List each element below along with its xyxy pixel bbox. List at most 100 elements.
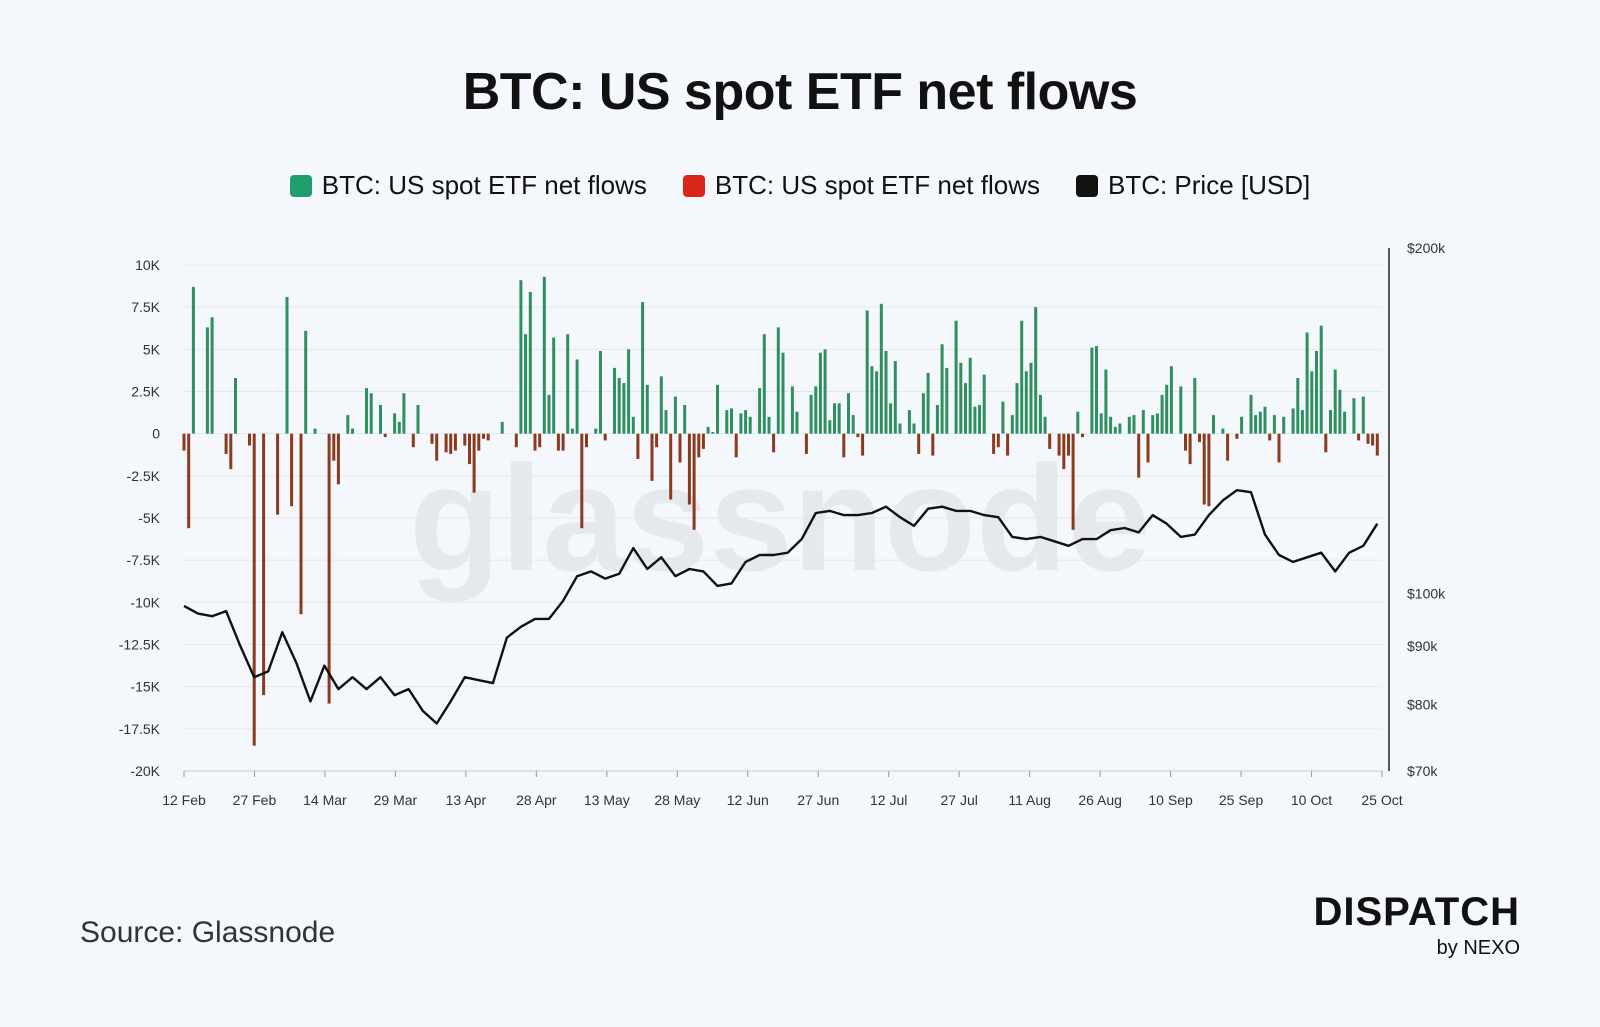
flow-bar — [627, 349, 631, 434]
source-note: Source: Glassnode — [80, 916, 336, 949]
flow-bar — [861, 433, 865, 456]
flow-bar — [884, 351, 888, 434]
flow-bar — [327, 433, 331, 704]
x-tick-label: 27 Feb — [233, 792, 277, 808]
flow-bar — [912, 423, 916, 434]
flow-bar — [697, 433, 701, 458]
flow-bar — [463, 433, 467, 446]
flow-bar — [453, 433, 457, 451]
x-tick-label: 25 Sep — [1219, 792, 1264, 808]
flow-bar — [907, 410, 911, 434]
flow-bar — [332, 433, 336, 461]
flow-bar — [1254, 415, 1258, 434]
flow-bar — [1338, 389, 1342, 434]
flow-bar — [940, 344, 944, 434]
flow-bar — [1020, 320, 1024, 434]
flow-bar — [744, 410, 748, 434]
left-tick-label: -2.5K — [127, 468, 161, 484]
flow-bar — [968, 357, 972, 434]
flow-bar — [1296, 378, 1300, 434]
flow-bar — [692, 433, 696, 530]
flow-bar — [1155, 413, 1159, 434]
flow-bars — [182, 276, 1379, 746]
flow-bar — [1198, 433, 1201, 443]
right-tick-label: $70k — [1407, 763, 1438, 779]
flow-bar — [1300, 410, 1304, 434]
flow-bar — [889, 403, 893, 434]
flow-bar — [205, 327, 209, 434]
flow-bar — [1235, 433, 1239, 439]
flow-bar — [552, 337, 556, 434]
x-tick-label: 10 Sep — [1148, 792, 1193, 808]
flow-bar — [1277, 433, 1281, 463]
flow-bar — [1184, 433, 1187, 451]
flow-bar — [879, 303, 883, 434]
flow-bar — [926, 372, 930, 434]
legend-item-price[interactable]: BTC: Price [USD] — [1075, 170, 1311, 201]
flow-bar — [1291, 408, 1295, 434]
flow-bar — [772, 433, 776, 453]
x-tick-label: 25 Oct — [1361, 792, 1402, 808]
left-tick-label: -10K — [130, 594, 160, 610]
flow-bar — [248, 433, 251, 446]
flow-bar — [580, 433, 584, 529]
flow-bar — [1006, 433, 1010, 456]
flow-bar — [299, 433, 303, 615]
flow-bar — [1113, 426, 1117, 434]
flow-bar — [524, 334, 528, 434]
flow-bar — [931, 433, 935, 456]
legend-swatch-red — [682, 174, 705, 197]
flow-bar — [935, 405, 939, 434]
flow-bar — [1076, 411, 1080, 434]
right-tick-label: $100k — [1407, 585, 1446, 601]
flow-bar — [252, 433, 256, 746]
flow-bar — [893, 361, 897, 434]
legend-item-outflows[interactable]: BTC: US spot ETF net flows — [682, 170, 1040, 201]
flow-bar — [1169, 366, 1173, 434]
flow-bar — [477, 433, 481, 451]
legend-swatch-green — [289, 174, 312, 197]
flow-bar — [290, 433, 294, 507]
flow-bar — [435, 433, 439, 461]
flow-bar — [1038, 394, 1042, 434]
flow-bar — [1118, 423, 1122, 434]
flow-bar — [613, 367, 616, 434]
flow-bar — [1179, 386, 1183, 434]
flow-bar — [978, 405, 981, 434]
flow-bar — [673, 396, 677, 434]
legend-item-inflows[interactable]: BTC: US spot ETF net flows — [289, 170, 647, 201]
left-tick-label: -12.5K — [119, 637, 161, 653]
flow-bar — [734, 433, 738, 458]
flow-bar — [556, 433, 560, 451]
flow-bar — [650, 433, 654, 481]
flow-bar — [617, 378, 621, 434]
flow-bar — [992, 433, 996, 454]
x-tick-label: 26 Aug — [1078, 792, 1122, 808]
flow-bar — [1029, 362, 1033, 434]
flow-bar — [1375, 433, 1379, 456]
flow-bar — [561, 433, 565, 451]
flow-bar — [472, 433, 476, 493]
flow-bar — [276, 433, 280, 515]
legend-label-price: BTC: Price [USD] — [1107, 170, 1311, 200]
flow-bar — [730, 408, 733, 434]
legend-label-outflows: BTC: US spot ETF net flows — [714, 170, 1040, 200]
flow-bar — [996, 433, 1000, 448]
flow-bar — [687, 433, 691, 505]
flow-bar — [383, 433, 387, 438]
flow-bar — [351, 428, 354, 434]
flow-bar — [804, 433, 808, 454]
flow-bar — [767, 416, 771, 434]
flow-bar — [585, 433, 588, 448]
x-tick-label: 27 Jul — [940, 792, 977, 808]
flow-bar — [1010, 415, 1014, 434]
flow-bar — [482, 433, 485, 439]
x-tick-label: 12 Feb — [162, 792, 206, 808]
x-tick-label: 28 Apr — [516, 792, 557, 808]
flow-bar — [631, 416, 635, 434]
flow-bar — [678, 433, 682, 463]
flow-bar — [842, 433, 846, 458]
flow-bar — [706, 426, 710, 434]
flow-bar — [191, 286, 195, 434]
